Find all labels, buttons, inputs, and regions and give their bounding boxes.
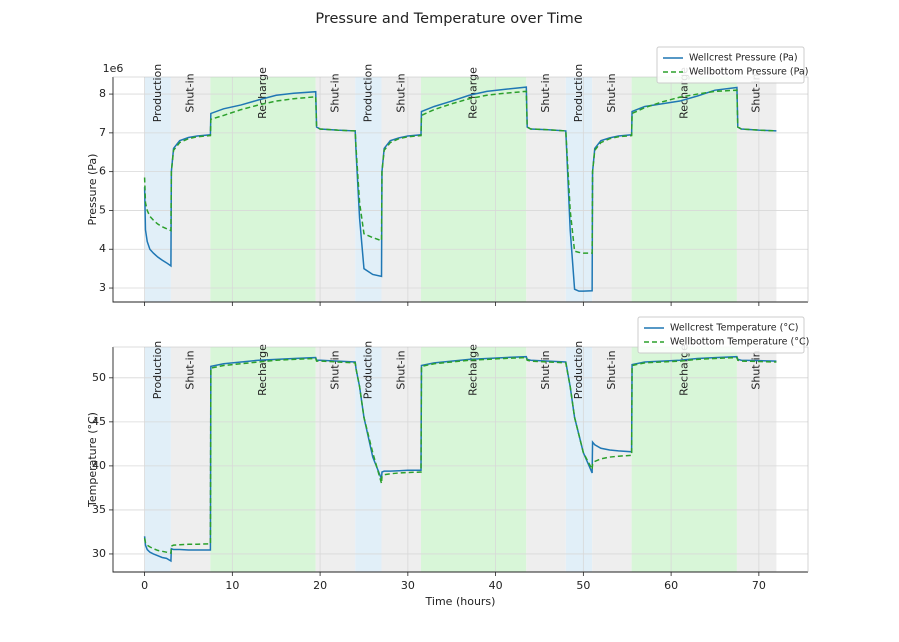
phase-label: Production	[151, 64, 164, 123]
phase-region	[526, 347, 566, 572]
axes-frame	[112, 77, 808, 303]
legend-label: Wellcrest Temperature (°C)	[670, 323, 798, 334]
phase-label: Shut-in	[328, 73, 341, 112]
phase-label: Shut-in	[184, 350, 197, 389]
y-tick-label: 50	[92, 371, 106, 384]
phase-region	[736, 77, 777, 302]
phase-region	[315, 77, 356, 302]
phase-region	[526, 77, 566, 302]
y-tick-label: 35	[92, 503, 106, 516]
axes-frame	[112, 347, 808, 573]
x-tick-label: 0	[141, 579, 148, 592]
legend-label: Wellbottom Temperature (°C)	[670, 337, 809, 348]
x-tick-label: 30	[401, 579, 415, 592]
legend-box	[637, 316, 805, 354]
y-tick-label: 40	[92, 459, 106, 472]
x-tick-label: 60	[664, 579, 678, 592]
phase-label: Recharge	[256, 67, 269, 119]
figure-title: Pressure and Temperature over Time	[315, 11, 582, 27]
phase-label: Shut-in	[539, 350, 552, 389]
phase-region	[592, 77, 632, 302]
axes-frame	[113, 346, 809, 572]
phase-label: Recharge	[467, 344, 480, 396]
phase-region	[210, 347, 316, 572]
phase-label: Production	[572, 64, 585, 123]
phase-region	[421, 347, 527, 572]
phase-label: Shut-in	[605, 73, 618, 112]
phase-label: Shut-in	[539, 73, 552, 112]
y-tick-label: 3	[99, 281, 106, 294]
y-axis-label: Pressure (Pa)	[86, 154, 99, 226]
phase-label: Production	[151, 341, 164, 400]
legend-label: Wellcrest Pressure (Pa)	[689, 53, 798, 64]
phase-region	[381, 77, 422, 302]
x-tick-label: 40	[489, 579, 503, 592]
phase-region	[210, 77, 316, 302]
phase-region	[381, 347, 422, 572]
axes-frame	[113, 76, 809, 302]
y-tick-label: 4	[99, 242, 106, 255]
phase-label: Shut-in	[184, 73, 197, 112]
x-tick-label: 50	[576, 579, 590, 592]
phase-label: Shut-in	[394, 350, 407, 389]
phase-label: Shut-in	[394, 73, 407, 112]
phase-region	[144, 77, 171, 302]
phase-label: Production	[361, 64, 374, 123]
phase-label: Recharge	[256, 344, 269, 396]
phase-region	[355, 77, 382, 302]
y-axis-label: Temperature (°C)	[86, 412, 99, 508]
phase-region	[736, 347, 777, 572]
phase-label: Shut-in	[605, 350, 618, 389]
phase-label: Recharge	[677, 344, 690, 396]
legend-box	[656, 46, 805, 84]
legend-label: Wellbottom Pressure (Pa)	[689, 67, 808, 78]
y-offset-label: 1e6	[103, 62, 124, 75]
phase-label: Shut-in	[750, 350, 763, 389]
y-tick-label: 6	[99, 165, 106, 178]
y-tick-label: 5	[99, 203, 106, 216]
y-tick-label: 8	[99, 87, 106, 100]
series-line	[143, 356, 777, 554]
phase-label: Shut-in	[328, 350, 341, 389]
phase-region	[144, 347, 171, 572]
y-tick-label: 45	[92, 415, 106, 428]
phase-region	[421, 77, 527, 302]
y-tick-label: 30	[92, 547, 106, 560]
x-tick-label: 20	[313, 579, 327, 592]
phase-region	[631, 347, 737, 572]
x-axis-label: Time (hours)	[425, 595, 496, 608]
phase-region	[170, 77, 211, 302]
series-line	[143, 89, 777, 254]
phase-region	[170, 347, 211, 572]
phase-label: Recharge	[467, 67, 480, 119]
phase-label: Production	[572, 341, 585, 400]
x-tick-label: 70	[752, 579, 766, 592]
y-tick-label: 7	[99, 126, 106, 139]
series-line	[143, 86, 777, 292]
phase-region	[631, 77, 737, 302]
x-tick-label: 10	[225, 579, 239, 592]
series-line	[143, 355, 777, 563]
phase-region	[315, 347, 356, 572]
phase-region	[565, 77, 593, 302]
phase-label: Production	[361, 341, 374, 400]
